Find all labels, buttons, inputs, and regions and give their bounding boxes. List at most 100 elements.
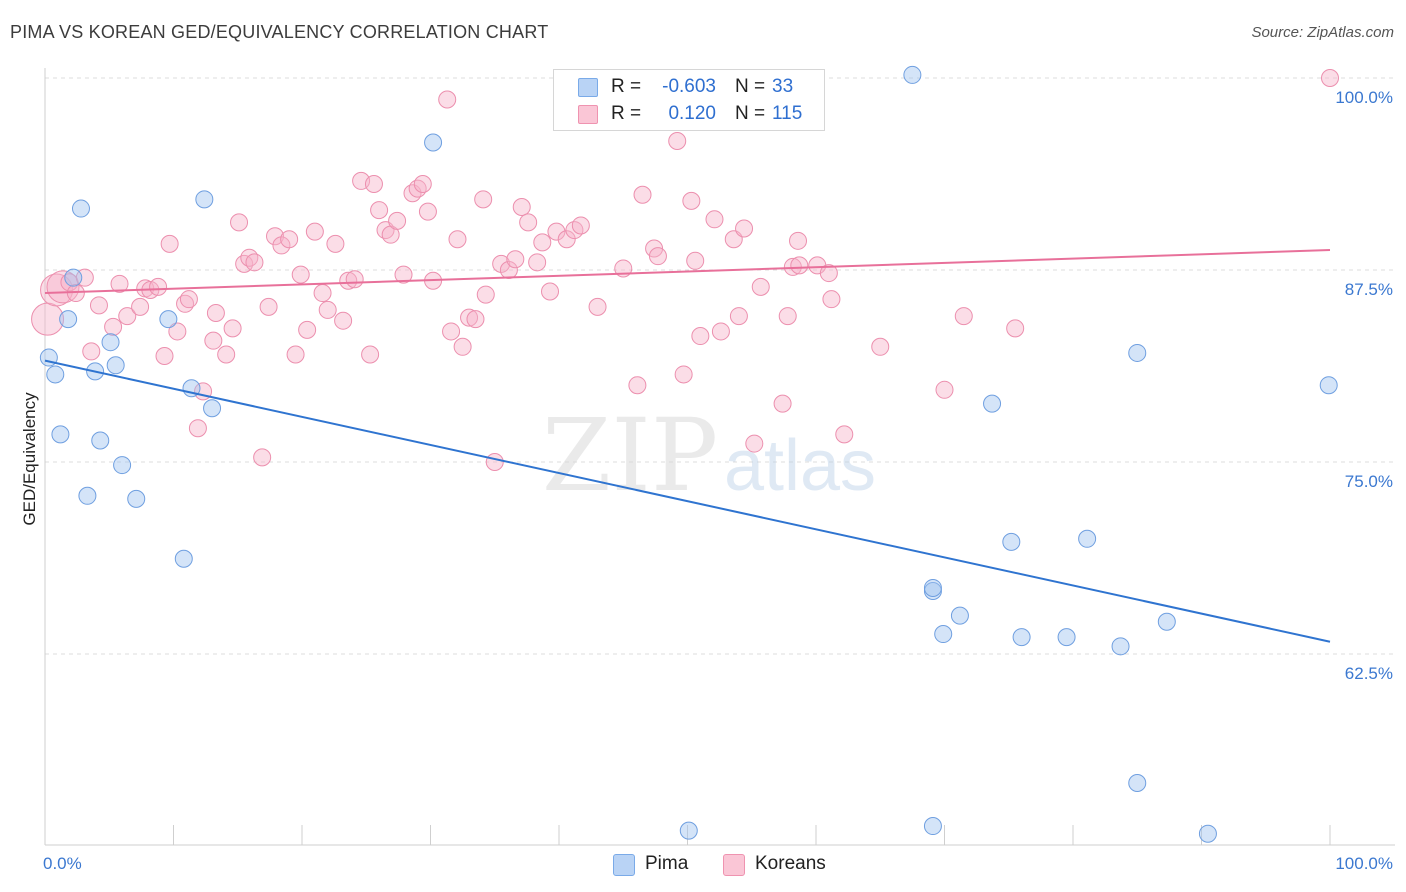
korean-point (485, 453, 504, 471)
korean-point (418, 202, 437, 221)
korean-point (280, 230, 299, 249)
x-tick-label: 100.0% (1335, 854, 1393, 873)
pima-point (1319, 376, 1338, 395)
korean-point (460, 308, 479, 327)
korean-point (46, 270, 80, 304)
korean-point (364, 174, 383, 193)
pima-point (71, 199, 90, 218)
watermark-atlas: atlas (724, 426, 876, 506)
korean-point (155, 347, 174, 366)
pima-point (159, 310, 178, 329)
korean-point (89, 296, 108, 315)
pima-point (923, 817, 942, 836)
korean-point (822, 290, 841, 309)
korean-point (298, 320, 317, 339)
korean-point (729, 307, 748, 326)
korean-point (745, 434, 764, 453)
korean-point (735, 219, 754, 238)
korean-point (318, 300, 337, 319)
pima-trend-line (44, 359, 1331, 643)
pima-point (106, 356, 125, 375)
korean-point (871, 337, 890, 356)
korean-point (533, 233, 552, 252)
n-label: N = (735, 76, 766, 97)
pima-point (51, 425, 70, 444)
korean-point (691, 327, 710, 346)
korean-point (790, 256, 809, 275)
watermark: ZIP atlas (542, 397, 876, 514)
n-value: 115 (772, 103, 803, 124)
chart-title: PIMA VS KOREAN GED/EQUIVALENCY CORRELATI… (10, 22, 549, 42)
korean-point (388, 211, 407, 230)
pima-point (1157, 612, 1176, 631)
korean-point (557, 230, 576, 249)
korean-point (230, 213, 249, 232)
korean-point (188, 419, 207, 438)
pima-point (203, 399, 222, 418)
pima-point (679, 821, 698, 840)
korean-point (954, 307, 973, 326)
y-axis-label: GED/Equivalency (20, 392, 39, 526)
pima-point (113, 456, 132, 475)
korean-point (370, 201, 389, 220)
korean-point (31, 302, 65, 336)
pima-point (1078, 529, 1097, 548)
correlation-legend: R = -0.603 N = 33 R = 0.120 N = 115 (553, 69, 825, 131)
pima-legend-label: Pima (645, 853, 689, 874)
korean-point (648, 247, 667, 266)
korean-point (519, 213, 538, 232)
koreans-trend-line (44, 249, 1331, 295)
korean-point (541, 282, 560, 301)
korean-point (506, 250, 525, 269)
koreans-legend-swatch (723, 854, 745, 876)
korean-point (131, 297, 150, 316)
n-label: N = (735, 103, 766, 124)
korean-point (149, 277, 168, 296)
korean-point (512, 198, 531, 217)
koreans-legend-label: Koreans (755, 853, 826, 874)
pima-point (64, 268, 83, 287)
korean-point (705, 210, 724, 229)
pima-point (101, 333, 120, 352)
korean-point (442, 322, 461, 341)
korean-point (448, 230, 467, 249)
pima-point (903, 65, 922, 84)
pima-point (934, 625, 953, 644)
pima-swatch (578, 78, 598, 97)
korean-point (674, 365, 693, 384)
pima-point (127, 489, 146, 508)
korean-point (326, 234, 345, 253)
korean-point (466, 310, 485, 329)
r-label: R = (611, 103, 642, 124)
r-label: R = (611, 76, 642, 97)
korean-point (668, 131, 687, 150)
pima-point (1198, 824, 1217, 843)
korean-point (361, 345, 380, 364)
n-value: 33 (772, 76, 794, 97)
korean-point (751, 277, 770, 296)
korean-point (819, 264, 838, 283)
korean-point (413, 174, 432, 193)
korean-point (168, 322, 187, 341)
korean-point (286, 345, 305, 364)
korean-point (160, 234, 179, 253)
korean-point (571, 216, 590, 235)
korean-point (547, 222, 566, 241)
tick-labels: 100.0% 87.5% 75.0% 62.5% 0.0% 100.0% (43, 88, 1393, 873)
y-tick-label: 100.0% (1335, 88, 1393, 107)
pima-point (1002, 532, 1021, 551)
korean-point (305, 222, 324, 241)
pima-point (1012, 628, 1031, 647)
pima-point (983, 394, 1002, 413)
r-value: 0.120 (668, 103, 716, 124)
pima-legend-swatch (613, 854, 635, 876)
korean-point (682, 191, 701, 210)
korean-point (253, 448, 272, 467)
korean-point (82, 342, 101, 361)
korean-point (206, 304, 225, 323)
pima-point (195, 190, 214, 209)
y-tick-label: 62.5% (1345, 664, 1393, 683)
pima-point (91, 431, 110, 450)
korean-point (118, 307, 137, 326)
